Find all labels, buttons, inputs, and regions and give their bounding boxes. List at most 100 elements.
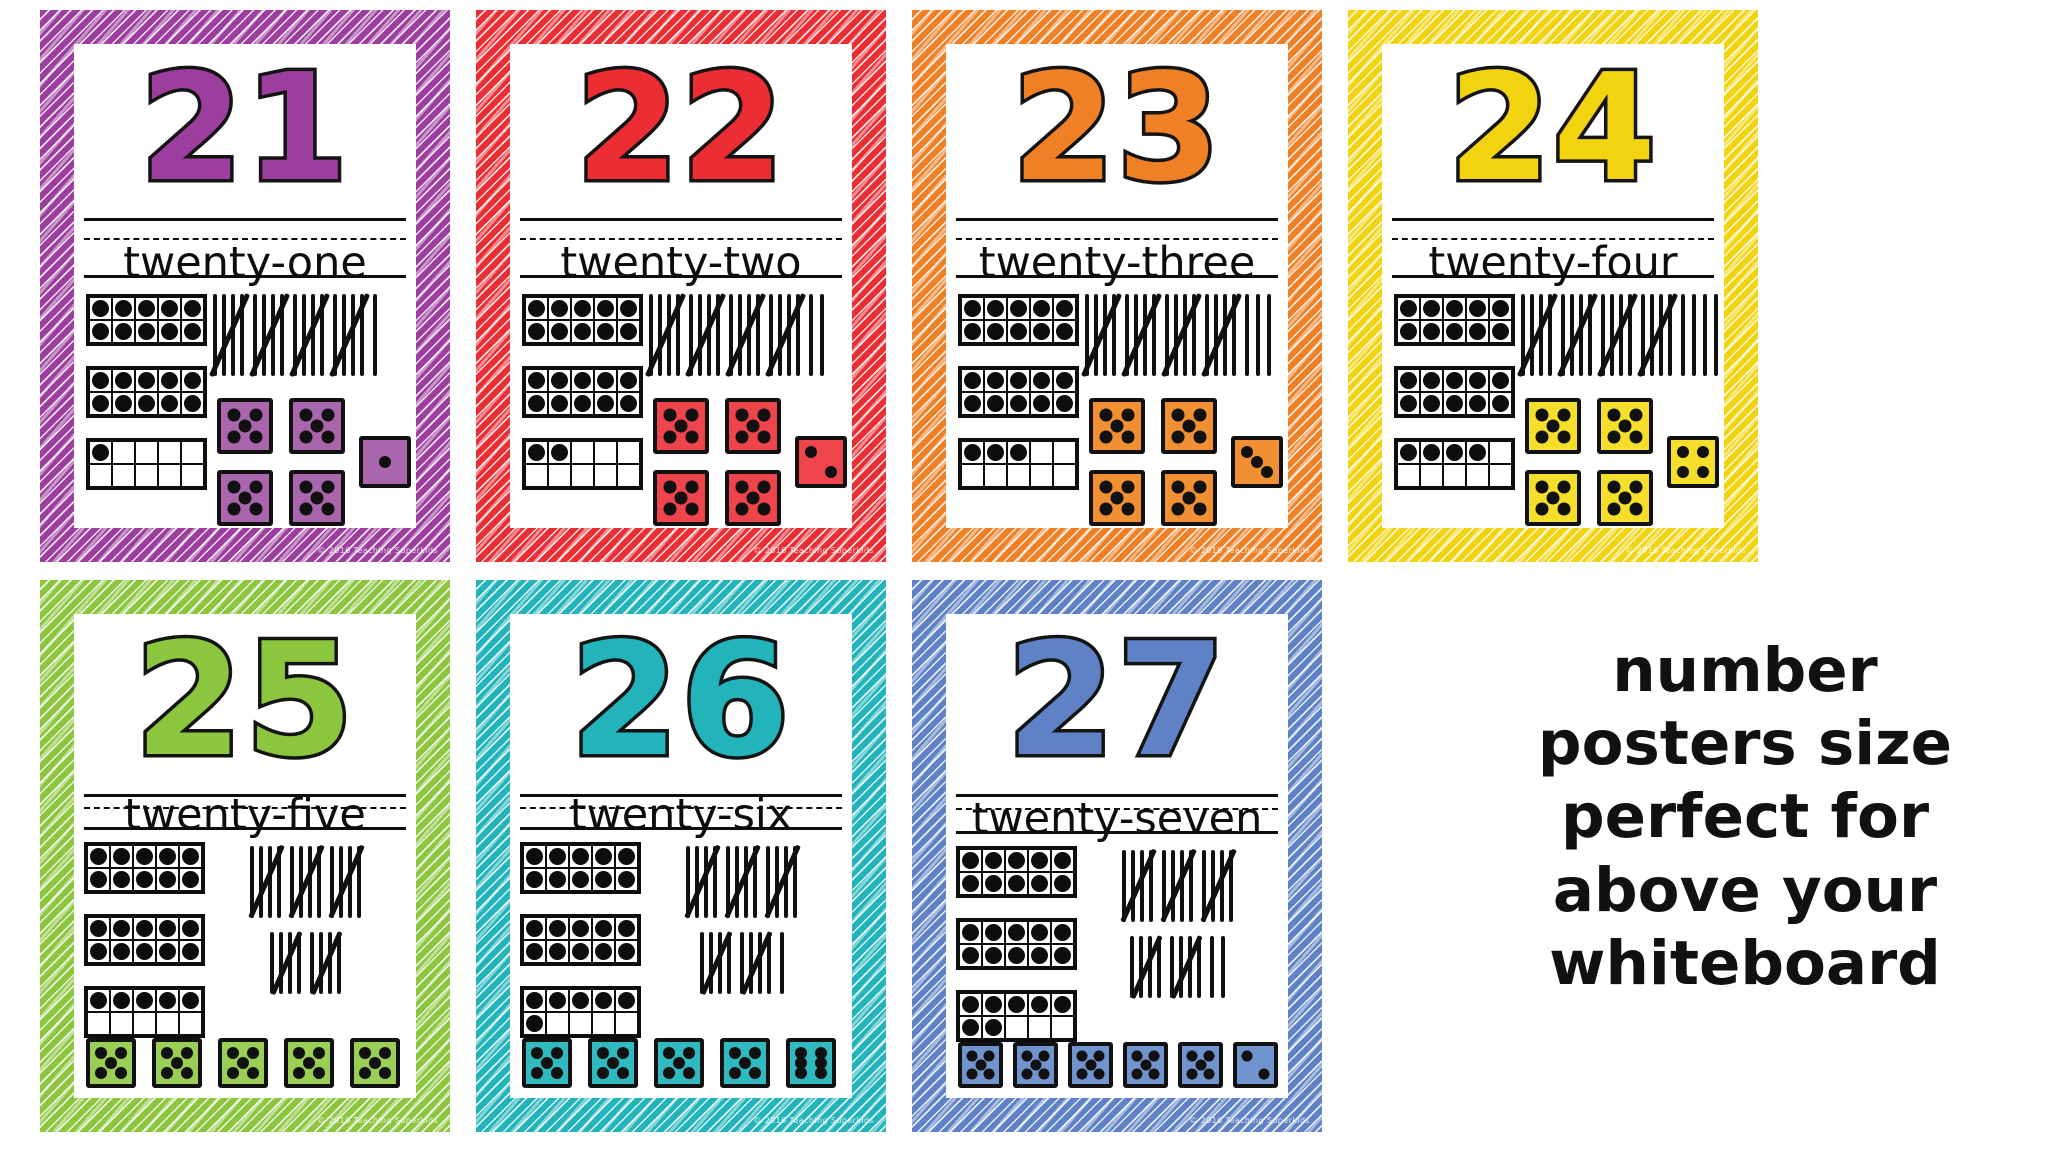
die-pip bbox=[1021, 1050, 1033, 1062]
copyright-text: © 2016 Teaching Superkids bbox=[1189, 546, 1310, 555]
tally-stroke bbox=[268, 846, 272, 918]
tally-group-of-five bbox=[699, 930, 732, 996]
die-5-pips bbox=[1089, 398, 1145, 454]
die-pip bbox=[312, 1066, 325, 1079]
ten-frame-10 bbox=[86, 366, 207, 418]
ten-frame-cell bbox=[984, 369, 1007, 392]
ten-frame-7 bbox=[956, 990, 1077, 1042]
ten-frame-cell bbox=[615, 917, 638, 940]
dashed-midline bbox=[1392, 238, 1714, 241]
tally-stroke bbox=[1157, 936, 1161, 998]
die-pip bbox=[1261, 466, 1274, 479]
tally-stroke bbox=[1561, 294, 1565, 376]
ten-frame-cell bbox=[548, 369, 571, 392]
die-pip bbox=[757, 502, 771, 516]
counter-dot bbox=[1492, 323, 1509, 340]
die-2-pips bbox=[795, 436, 847, 488]
die-pip bbox=[1676, 445, 1689, 458]
poster-big-number: 23 bbox=[1009, 42, 1224, 214]
counter-dot bbox=[136, 943, 153, 960]
tally-stroke bbox=[699, 932, 704, 994]
die-5-pips bbox=[1089, 470, 1145, 526]
ten-frame-cell bbox=[523, 868, 546, 891]
ten-frame-cell bbox=[523, 917, 546, 940]
counter-dot bbox=[1008, 996, 1025, 1013]
counter-dot bbox=[618, 992, 635, 1009]
tally-stroke bbox=[1183, 294, 1187, 376]
counter-dot bbox=[1469, 300, 1486, 317]
ten-frame-cell bbox=[984, 320, 1007, 343]
ten-frame-1 bbox=[86, 438, 207, 490]
tally-stroke bbox=[213, 294, 217, 376]
ten-frame-cell bbox=[546, 940, 569, 963]
copyright-text: © 2016 Teaching Superkids bbox=[753, 546, 874, 555]
tally-stroke bbox=[1703, 294, 1707, 376]
tally-group-of-five bbox=[209, 292, 250, 378]
ten-frames-column bbox=[86, 294, 207, 528]
ten-frame-cell bbox=[89, 441, 112, 464]
promo-line-3: perfect for bbox=[1560, 781, 1930, 853]
ten-frame-cell bbox=[1420, 320, 1443, 343]
die-5-pips bbox=[653, 470, 709, 526]
ten-frame-cell bbox=[181, 297, 204, 320]
counter-dot bbox=[572, 943, 589, 960]
ten-frame-cell bbox=[546, 917, 569, 940]
tally-stroke bbox=[288, 932, 292, 994]
tally-stroke bbox=[689, 294, 693, 376]
ten-frame-cell bbox=[982, 1016, 1005, 1039]
die-pip bbox=[757, 408, 771, 422]
counter-dot bbox=[597, 300, 614, 317]
counter-dot bbox=[115, 395, 132, 412]
die-5-pips bbox=[1123, 1042, 1168, 1088]
tally-stroke bbox=[351, 294, 355, 376]
counter-dot bbox=[985, 924, 1002, 941]
counter-dot bbox=[597, 372, 614, 389]
tally-singles-1 bbox=[373, 294, 377, 376]
tally-marks-row bbox=[209, 292, 411, 378]
die-5-pips bbox=[522, 1038, 572, 1088]
counter-dot bbox=[138, 323, 155, 340]
number-word: twenty-six bbox=[569, 790, 793, 840]
poster-inner: 26 twenty-six bbox=[510, 613, 852, 1098]
tally-group-of-five bbox=[248, 844, 285, 920]
ten-frame-cell bbox=[1466, 320, 1489, 343]
handwriting-guide-lines: twenty-six bbox=[520, 794, 842, 837]
ten-frame-cell bbox=[179, 940, 202, 963]
counter-dot bbox=[1010, 372, 1027, 389]
dice-row bbox=[958, 1042, 1278, 1088]
counter-dot bbox=[962, 852, 979, 869]
ten-frame-cell bbox=[1489, 320, 1512, 343]
die-pip bbox=[804, 445, 817, 458]
ten-frames-column bbox=[520, 842, 641, 1038]
ten-frame-cell bbox=[546, 868, 569, 891]
counter-dot bbox=[964, 444, 981, 461]
counter-dot bbox=[1400, 395, 1417, 412]
tally-group-of-five bbox=[1637, 292, 1678, 378]
tally-stroke bbox=[738, 294, 742, 376]
ten-frame-cell bbox=[112, 392, 135, 415]
tally-stroke bbox=[279, 932, 283, 994]
tally-stroke bbox=[717, 932, 722, 994]
die-pip bbox=[1171, 502, 1185, 516]
ten-frame-10 bbox=[522, 294, 643, 346]
number-word: twenty-seven bbox=[971, 794, 1263, 844]
number-poster-26: 26 twenty-six © 2016 Teaching Superkids bbox=[476, 580, 886, 1132]
ten-frame-cell bbox=[546, 989, 569, 1012]
tally-stroke bbox=[1214, 294, 1218, 376]
poster-content bbox=[956, 834, 1278, 1098]
counter-dot bbox=[597, 323, 614, 340]
die-pip bbox=[359, 1066, 372, 1079]
die-pip bbox=[321, 502, 335, 516]
counter-dot bbox=[1400, 323, 1417, 340]
counter-dot bbox=[985, 875, 1002, 892]
counter-dot bbox=[1054, 852, 1071, 869]
die-pip bbox=[95, 1066, 108, 1079]
die-pip bbox=[249, 502, 263, 516]
die-pip bbox=[227, 1066, 240, 1079]
ten-frame-cell bbox=[959, 993, 982, 1016]
counter-dot bbox=[138, 372, 155, 389]
die-pip bbox=[299, 480, 313, 494]
die-3-pips bbox=[1231, 436, 1283, 488]
ten-frame-cell bbox=[179, 1012, 202, 1035]
copyright-text: © 2016 Teaching Superkids bbox=[317, 546, 438, 555]
